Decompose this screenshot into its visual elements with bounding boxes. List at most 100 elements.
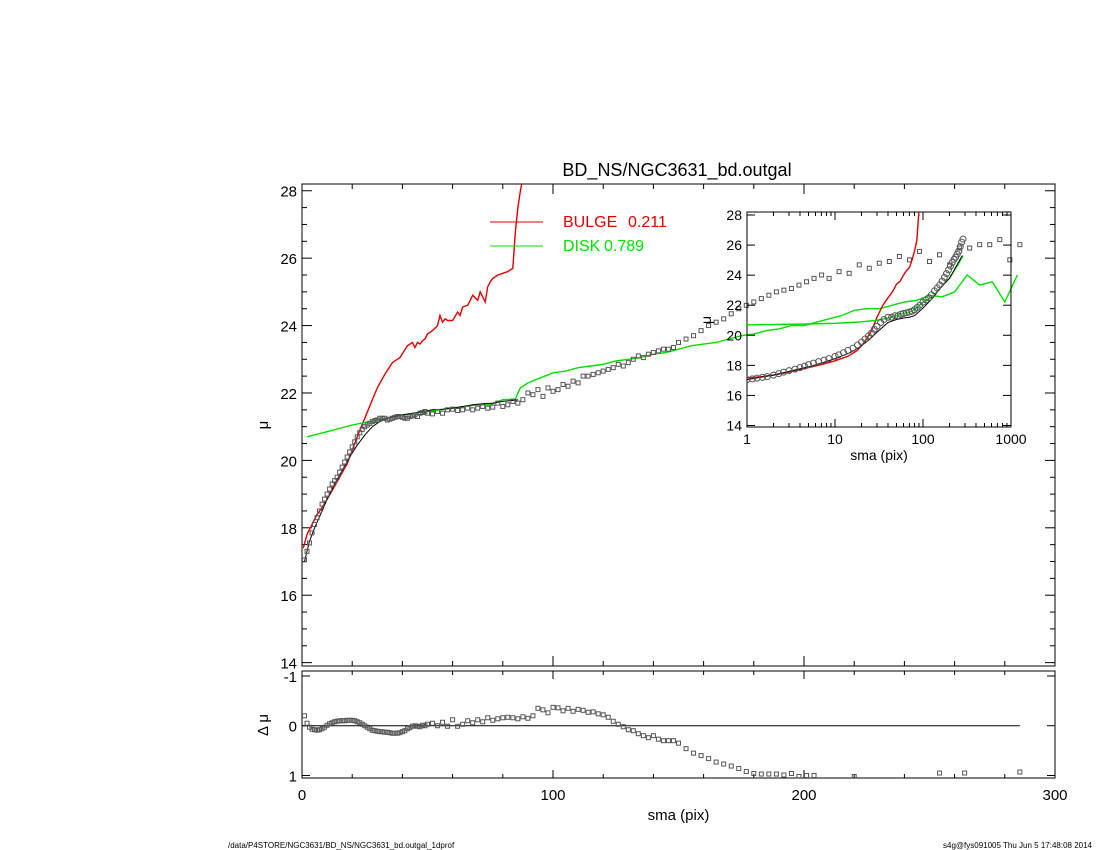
data-point [635, 731, 641, 737]
data-point [419, 410, 425, 416]
data-point [683, 336, 689, 342]
data-point [620, 363, 626, 369]
data-point [520, 714, 526, 720]
data-point [475, 405, 481, 411]
data-point [615, 361, 621, 367]
data-point [515, 716, 521, 722]
x-tick-label: 1000 [995, 431, 1026, 447]
inset-plot: 1 10 100 1000 14 16 18 20 22 24 26 28 sma (pix) μ [698, 207, 1027, 463]
data-point [698, 753, 704, 759]
data-point [967, 245, 973, 251]
data-point [565, 705, 571, 711]
data-point [384, 729, 390, 735]
legend-value: 0.211 [628, 214, 667, 231]
data-point [811, 773, 817, 778]
data-point [515, 400, 521, 406]
data-point [329, 481, 335, 487]
data-point [455, 723, 461, 729]
data-point [394, 730, 400, 736]
data-point [804, 773, 810, 778]
data-point [620, 724, 626, 730]
data-point [565, 383, 571, 389]
data-point [399, 414, 405, 420]
data-point [585, 373, 591, 379]
data-point [645, 735, 651, 741]
data-point [660, 346, 666, 352]
data-point [1007, 257, 1013, 263]
data-point [655, 736, 661, 742]
data-point [880, 316, 888, 323]
data-point [397, 414, 403, 420]
data-point [409, 413, 415, 419]
data-point [309, 530, 315, 536]
data-point [650, 733, 656, 739]
data-point [540, 393, 546, 399]
data-point [399, 729, 405, 735]
data-point [530, 713, 536, 719]
data-point [721, 761, 727, 767]
data-point [936, 281, 944, 289]
data-point [357, 430, 363, 436]
data-point [766, 292, 772, 298]
y-tick-label: 14 [726, 417, 742, 433]
y-axis-label: Δ μ [255, 714, 272, 736]
data-point [332, 719, 338, 725]
data-point [450, 406, 456, 412]
data-point [312, 521, 318, 527]
data-point [377, 415, 383, 421]
data-point [937, 252, 943, 258]
x-tick-label: 1 [743, 431, 751, 447]
data-point [530, 392, 536, 398]
data-point [407, 725, 413, 731]
data-point [460, 721, 466, 727]
data-point [304, 720, 310, 726]
data-point [344, 454, 350, 460]
data-point [404, 726, 410, 732]
data-point [327, 721, 333, 727]
data-point [846, 270, 852, 276]
series-model [747, 255, 963, 381]
series-line-bulge [302, 184, 523, 549]
data-point [392, 414, 398, 420]
data-point [367, 726, 373, 732]
data-point [775, 370, 783, 378]
data-point [605, 714, 611, 720]
data-point [937, 770, 943, 776]
data-point [372, 418, 378, 424]
series-data [302, 237, 1023, 563]
data-point [595, 370, 601, 376]
y-tick-label: 22 [726, 297, 742, 313]
data-point [354, 434, 360, 440]
data-point [959, 235, 967, 243]
x-tick-label: 10 [827, 431, 843, 447]
data-point [955, 247, 963, 255]
data-point [329, 720, 335, 726]
data-point [352, 439, 358, 445]
data-point [465, 405, 471, 411]
x-axis-label: sma (pix) [648, 807, 710, 824]
data-point [520, 397, 526, 403]
y-tick-label: -1 [284, 669, 297, 686]
data-point [314, 727, 320, 733]
data-point [962, 770, 968, 776]
data-point [384, 417, 390, 423]
data-point [485, 715, 491, 721]
data-point [490, 404, 496, 410]
series-data [747, 235, 967, 384]
data-point [811, 275, 817, 281]
data-point [610, 718, 616, 724]
y-axis-label: μ [698, 316, 714, 324]
series-residual [302, 704, 1023, 778]
data-point [997, 237, 1003, 243]
data-point [706, 756, 712, 762]
data-point [505, 714, 511, 720]
data-point [773, 771, 779, 777]
data-point [379, 729, 385, 735]
data-point [640, 355, 646, 361]
data-point [728, 311, 734, 317]
data-point [430, 411, 436, 417]
data-point [665, 738, 671, 744]
series-line-model [747, 255, 963, 381]
data-point [670, 344, 676, 350]
